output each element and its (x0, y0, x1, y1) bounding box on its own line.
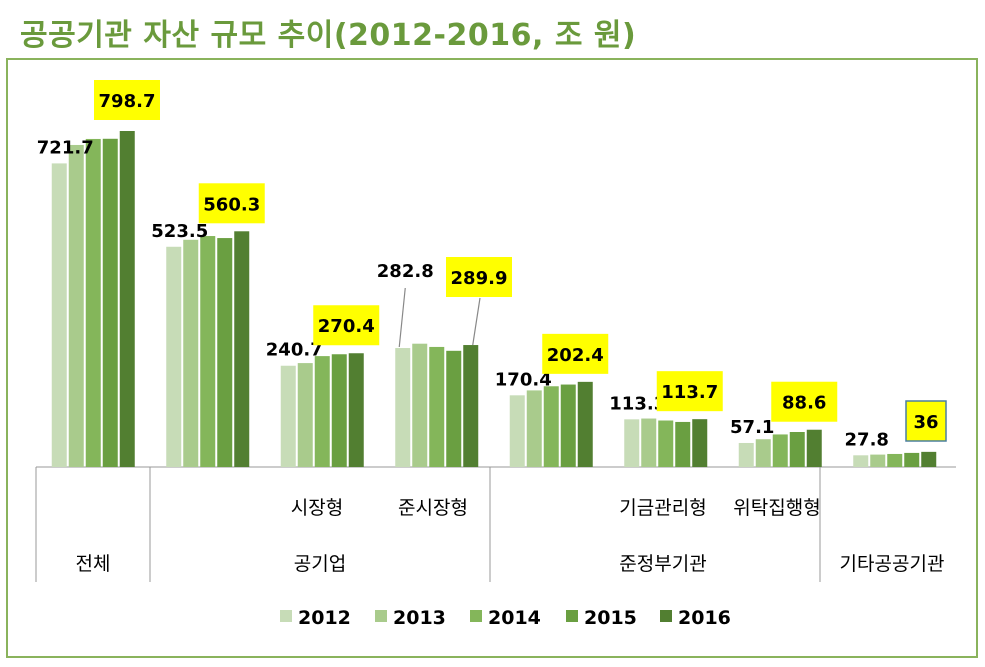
bar-3-2014 (314, 356, 330, 467)
bar-5-2015 (560, 384, 576, 467)
bar-2-2015 (217, 238, 233, 467)
subcategory-label: 준시장형 (398, 497, 468, 519)
data-label-2012: 240.7 (266, 340, 323, 361)
bar-8-2013 (870, 454, 886, 467)
bar-1-2013 (68, 144, 84, 468)
bar-3-2012 (280, 365, 296, 467)
data-label-2016-box (313, 305, 380, 346)
data-label-2012: 113.3 (609, 393, 666, 414)
bar-2-2016 (234, 231, 250, 467)
data-label-2016-box (656, 371, 723, 412)
data-label-2016: 270.4 (318, 316, 375, 337)
subcategory-label: 기금관리형 (619, 497, 706, 519)
bar-4-2013 (412, 343, 428, 467)
legend-label-2014: 2014 (488, 607, 541, 629)
bar-7-2014 (772, 434, 788, 467)
data-label-2016-box (771, 381, 838, 422)
legend-swatch-2013 (375, 610, 387, 622)
bar-5-2012 (509, 395, 525, 467)
data-label-2012: 282.8 (377, 261, 434, 282)
data-label-2012: 170.4 (495, 369, 552, 390)
bar-8-2012 (853, 455, 869, 467)
bar-2-2012 (166, 246, 182, 467)
subcategory-label: 시장형 (291, 497, 343, 519)
data-label-2016-box (198, 183, 265, 224)
bar-1-2012 (51, 163, 67, 467)
data-label-2012: 27.8 (845, 429, 889, 450)
bar-6-2015 (675, 421, 691, 467)
bar-8-2016 (921, 451, 937, 467)
bar-7-2012 (738, 442, 754, 467)
bar-7-2016 (806, 429, 822, 467)
legend-label-2012: 2012 (298, 607, 351, 629)
data-label-2012: 523.5 (151, 221, 208, 242)
data-label-2012: 57.1 (730, 417, 774, 438)
data-label-2016-box (905, 400, 947, 442)
bar-1-2016 (119, 131, 135, 467)
bar-6-2013 (641, 418, 657, 467)
data-label-2016-box (542, 333, 609, 374)
legend-swatch-2012 (280, 610, 292, 622)
bar-6-2012 (624, 419, 640, 467)
bar-4-2012 (395, 348, 411, 467)
bar-5-2013 (526, 390, 542, 467)
legend-label-2016: 2016 (678, 607, 731, 629)
data-label-2016-box (94, 80, 160, 120)
bar-5-2016 (577, 381, 593, 467)
bar-5-2014 (543, 386, 559, 467)
data-label-2012: 721.7 (37, 137, 94, 158)
bar-2-2014 (200, 236, 216, 467)
legend-label-2013: 2013 (393, 607, 446, 629)
category-label: 준정부기관 (619, 553, 706, 575)
legend-label-2015: 2015 (584, 607, 637, 629)
category-label: 공기업 (294, 553, 346, 575)
bar-6-2014 (658, 420, 674, 467)
data-label-2016: 36 (913, 412, 938, 433)
leader-line-2012 (398, 287, 406, 348)
bar-8-2014 (887, 453, 903, 467)
bar-7-2015 (789, 431, 805, 467)
subcategory-label: 위탁집행형 (733, 497, 820, 519)
legend-swatch-2016 (660, 610, 672, 622)
data-label-2016: 202.4 (547, 345, 604, 366)
chart-frame (6, 58, 978, 658)
data-label-2016: 289.9 (451, 268, 508, 289)
bar-4-2014 (429, 346, 445, 467)
data-label-2016: 113.7 (661, 382, 718, 403)
bar-6-2016 (692, 419, 708, 467)
data-label-2016: 88.6 (782, 393, 826, 414)
chart-title: 공공기관 자산 규모 추이(2012-2016, 조 원) (20, 18, 637, 53)
bar-4-2015 (446, 350, 462, 467)
data-label-2016: 798.7 (99, 91, 156, 112)
bar-1-2014 (85, 138, 101, 467)
bar-3-2015 (331, 354, 347, 467)
category-label: 전체 (76, 553, 111, 575)
leader-line-2016 (472, 297, 481, 346)
legend-swatch-2014 (470, 610, 482, 622)
bar-1-2015 (102, 138, 118, 467)
bar-2-2013 (183, 239, 199, 467)
category-label: 기타공공기관 (840, 553, 945, 575)
bar-7-2013 (755, 439, 771, 467)
bar-8-2015 (904, 452, 920, 467)
data-label-2016-box (446, 257, 512, 297)
bar-3-2013 (297, 363, 313, 467)
legend-swatch-2015 (566, 610, 578, 622)
data-label-2016: 560.3 (203, 194, 260, 215)
bar-3-2016 (348, 353, 364, 467)
bar-4-2016 (463, 345, 479, 467)
